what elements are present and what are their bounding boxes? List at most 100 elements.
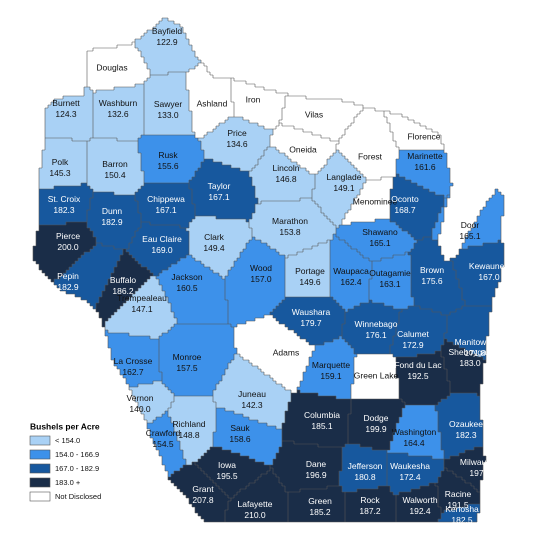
county-value: 175.6 [421, 276, 443, 286]
county-name: Dane [306, 459, 327, 469]
county-region [156, 255, 228, 324]
county-name: St. Croix [48, 194, 81, 204]
county-name: Pepin [57, 271, 79, 281]
county-region [387, 453, 444, 495]
county-value: 162.4 [340, 277, 362, 287]
county-name: Grant [192, 484, 214, 494]
county-value: 154.5 [152, 439, 174, 449]
county-name: Washington [392, 427, 437, 437]
county-name: Iowa [218, 460, 236, 470]
county-name: Forest [358, 151, 383, 161]
county-name: Lafayette [238, 499, 273, 509]
county-name: Oneida [289, 144, 317, 154]
county-name: Vernon [127, 393, 154, 403]
county-region [135, 183, 195, 228]
county-value: 168.7 [394, 205, 416, 215]
county-name: Douglas [96, 62, 127, 72]
county-value: 187.2 [359, 506, 381, 516]
county-name: Clark [204, 232, 225, 242]
county-name: Portage [295, 266, 325, 276]
county-value: 155.6 [157, 161, 179, 171]
county-region [369, 252, 414, 309]
county-region [336, 108, 399, 180]
county-name: Bayfield [152, 26, 183, 36]
county-value: 164.4 [403, 438, 425, 448]
county-value: 185.1 [311, 421, 333, 431]
county-region [54, 243, 123, 309]
county-region [186, 216, 252, 279]
county-value: 182.3 [53, 205, 75, 215]
county-region [270, 123, 339, 174]
county-value: 165.1 [459, 231, 481, 241]
county-value: 180.8 [354, 472, 376, 482]
county-value: 182.3 [455, 430, 477, 440]
county-region [270, 441, 342, 492]
county-name: Eau Claire [142, 234, 182, 244]
county-region [282, 390, 351, 447]
county-name: Barron [102, 159, 128, 169]
county-name: Shawano [362, 227, 398, 237]
county-name: Ozaukee [449, 419, 483, 429]
county-value: 160.5 [176, 283, 198, 293]
county-regions [33, 18, 504, 522]
county-value: 199.9 [365, 424, 387, 434]
county-value: 179.7 [300, 318, 322, 328]
county-region [126, 222, 189, 276]
county-name: Wood [250, 263, 272, 273]
county-region [225, 237, 285, 327]
county-value: 182.9 [57, 282, 79, 292]
county-name: Door [461, 220, 480, 230]
county-value: 147.1 [131, 304, 153, 314]
county-name: Walworth [402, 495, 437, 505]
county-region [213, 354, 291, 429]
county-value: 162.7 [122, 367, 144, 377]
county-region [348, 399, 405, 450]
county-region [45, 87, 93, 141]
county-region [39, 138, 87, 189]
county-region [270, 297, 345, 345]
county-value: 157.5 [176, 363, 198, 373]
county-value: 185.2 [309, 507, 331, 517]
county-name: Crawford [146, 428, 181, 438]
county-region [189, 159, 258, 222]
county-name: Vilas [305, 109, 323, 119]
county-region [336, 219, 417, 261]
county-region [249, 198, 336, 258]
county-name: Richland [172, 419, 205, 429]
county-name: Calumet [397, 329, 429, 339]
county-region [396, 351, 450, 405]
county-value: 149.6 [299, 277, 321, 287]
county-name: Marathon [272, 216, 308, 226]
county-border [32, 17, 505, 523]
county-region [345, 486, 396, 522]
county-region [330, 234, 372, 312]
county-region [234, 315, 315, 393]
county-name: Marinette [407, 151, 443, 161]
county-name: Burnett [52, 98, 80, 108]
county-region [105, 330, 162, 387]
county-name: La Crosse [114, 356, 153, 366]
county-region [159, 324, 237, 396]
county-name: Sawyer [154, 99, 183, 109]
county-value: 124.3 [55, 109, 77, 119]
county-region [342, 300, 402, 354]
county-value: 150.4 [104, 170, 126, 180]
county-name: Brown [420, 265, 444, 275]
county-region [105, 276, 177, 339]
county-value: 207.8 [192, 495, 214, 505]
county-value: 140.0 [129, 404, 151, 414]
county-region [231, 78, 288, 129]
county-value: 176.1 [365, 330, 387, 340]
county-region [396, 150, 453, 198]
county-name: Green Lake [354, 370, 399, 380]
county-value: 172.9 [402, 340, 424, 350]
county-region [198, 117, 273, 171]
legend-label: < 154.0 [55, 436, 80, 445]
county-region [249, 147, 315, 204]
county-name: Jackson [171, 272, 202, 282]
county-name: Washburn [99, 98, 138, 108]
county-region [288, 486, 345, 522]
legend-swatch [29, 491, 51, 502]
legend: Bushels per Acre < 154.0 154.0 - 166.9 167… [29, 421, 101, 502]
